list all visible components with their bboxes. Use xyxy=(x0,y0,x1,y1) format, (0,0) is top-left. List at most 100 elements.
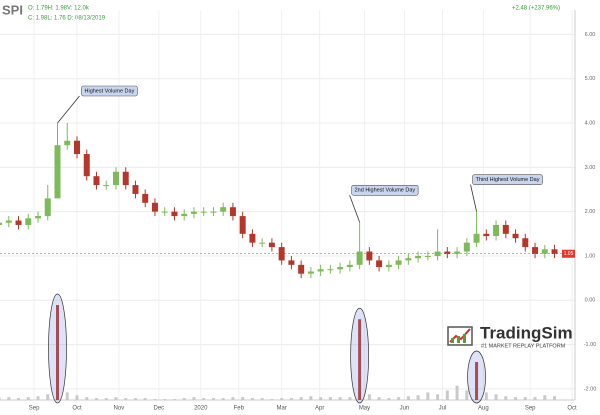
volume-bar xyxy=(436,394,440,400)
y-tick-label: 5.00 xyxy=(585,76,596,82)
candle-body xyxy=(239,216,246,234)
volume-bar xyxy=(406,396,410,400)
logo-bar xyxy=(463,334,466,343)
candle-body xyxy=(502,224,509,234)
candle-body xyxy=(5,220,12,223)
annotation-box xyxy=(472,174,543,185)
y-tick-label: 6.00 xyxy=(585,32,596,38)
volume-bar xyxy=(358,319,362,400)
y-tick-label: 2.00 xyxy=(585,209,596,215)
volume-bar xyxy=(514,397,518,400)
volume-bar xyxy=(182,398,186,400)
highlight-ellipse xyxy=(48,293,67,404)
volume-bar xyxy=(133,398,137,400)
annotation-label: Third Highest Volume Day xyxy=(476,177,540,183)
candle-body xyxy=(0,222,3,225)
candle-body xyxy=(327,269,334,271)
volume-bar xyxy=(202,398,206,400)
candle-body xyxy=(512,233,519,239)
volume-bar xyxy=(280,398,284,400)
volume-bar xyxy=(65,392,69,400)
candle-body xyxy=(35,216,42,219)
volume-bar xyxy=(338,397,342,400)
y-tick-label: -1.00 xyxy=(584,342,597,348)
brand: TradingSim xyxy=(480,323,573,342)
volume-bar xyxy=(36,396,40,400)
highlight-ellipse xyxy=(467,350,486,404)
candle-body xyxy=(415,255,422,259)
candle-body xyxy=(405,258,412,261)
volume-bar xyxy=(211,398,215,400)
last-price-box xyxy=(562,249,575,258)
candle-body xyxy=(541,249,548,254)
volume-bar xyxy=(328,397,332,400)
volume-bar xyxy=(455,385,459,400)
candle-body xyxy=(395,260,402,265)
change: +2.48 (+237.96%) xyxy=(512,6,560,12)
x-tick-label: Dec xyxy=(154,406,165,412)
volume-bar xyxy=(231,397,235,400)
volume-bar xyxy=(397,397,401,400)
volume-bar xyxy=(543,395,547,400)
candle-body xyxy=(112,171,119,186)
callout-line xyxy=(349,195,360,223)
candle-body xyxy=(259,242,266,244)
volume-bar xyxy=(85,397,89,400)
candle-body xyxy=(181,213,188,217)
candle-body xyxy=(346,264,353,268)
candle-body xyxy=(64,140,71,146)
candle-body xyxy=(522,238,529,248)
candle-body xyxy=(278,247,285,261)
callout-line xyxy=(470,184,477,212)
candle-body xyxy=(473,233,480,243)
volume-bar xyxy=(172,399,176,400)
volume-bar xyxy=(445,390,449,400)
candle-body xyxy=(268,242,275,248)
candle-body xyxy=(83,154,90,177)
volume-bar xyxy=(17,398,21,400)
y-tick-label: 1.00 xyxy=(585,253,596,259)
y-tick-label: 3.00 xyxy=(585,165,596,171)
candle-body xyxy=(385,264,392,268)
symbol: SPI xyxy=(2,2,23,17)
x-tick-label: Apr xyxy=(315,406,324,412)
volume-bar xyxy=(114,397,118,400)
last-price-label: 1.05 xyxy=(564,251,574,257)
ohlc-line: C: 1.98L: 1.76 D: 08/13/2019 xyxy=(28,16,106,22)
candle-body xyxy=(356,251,363,265)
volume-bar xyxy=(484,392,488,400)
candle-body xyxy=(132,185,139,194)
y-tick-label: -2.00 xyxy=(584,386,597,392)
volume-bar xyxy=(377,397,381,400)
y-tick-label: 0.00 xyxy=(585,298,596,304)
volume-bar xyxy=(270,399,274,400)
volume-bar xyxy=(504,396,508,400)
candle-body xyxy=(376,260,383,268)
candle-body xyxy=(307,271,314,274)
volume-bar xyxy=(26,397,30,400)
candle-body xyxy=(424,255,431,257)
volume-bar xyxy=(387,398,391,400)
volume-bar xyxy=(553,396,557,400)
callout-line xyxy=(57,95,80,124)
candle-body xyxy=(25,218,32,225)
volume-bar xyxy=(348,397,352,400)
volume-bar xyxy=(46,394,50,400)
candle-body xyxy=(200,211,207,213)
candle-body xyxy=(171,211,178,217)
volume-bar xyxy=(250,398,254,400)
candle-body xyxy=(161,211,168,213)
x-tick-label: Jun xyxy=(400,406,410,412)
candle-body xyxy=(44,198,51,217)
volume-bar xyxy=(7,397,11,400)
volume-bar xyxy=(124,398,128,400)
volume-bar xyxy=(416,395,420,400)
highlight-ellipse xyxy=(350,307,369,404)
volume-bar xyxy=(75,395,79,400)
tagline: #1 MARKET REPLAY PLATFORM xyxy=(481,343,566,349)
candle-body xyxy=(142,193,149,203)
ohlc-line: O: 1.79H: 1.98V: 12.0k xyxy=(28,6,90,12)
logo-bar xyxy=(457,336,460,343)
